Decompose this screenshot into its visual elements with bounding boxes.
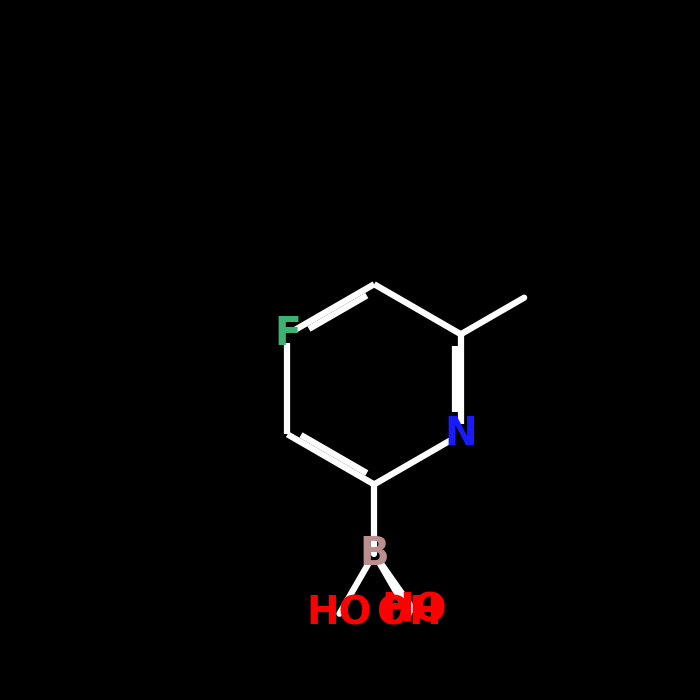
Text: HO: HO	[307, 595, 372, 633]
Text: B: B	[359, 535, 389, 573]
Text: OH: OH	[376, 595, 442, 633]
Text: N: N	[444, 415, 477, 454]
Text: F: F	[274, 315, 301, 354]
Text: HO: HO	[381, 592, 447, 629]
